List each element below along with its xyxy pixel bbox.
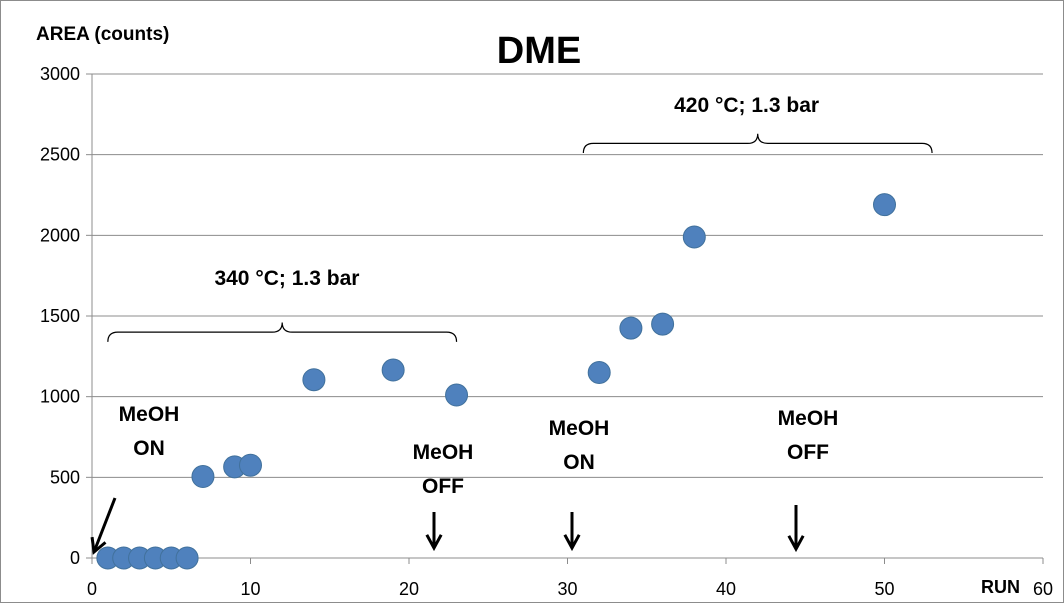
x-tick-label: 10	[240, 579, 260, 599]
annotations: MeOH ON MeOH OFF MeOH ON MeOH OFF	[90, 403, 839, 555]
annotation-text: ON	[133, 437, 165, 460]
data-point	[302, 368, 326, 392]
chart-title: DME	[497, 30, 581, 72]
x-tick-label: 30	[557, 579, 577, 599]
x-axis-label: RUN	[981, 577, 1020, 597]
y-tick-label: 3000	[40, 64, 80, 84]
arrow-head	[425, 534, 443, 552]
data-point	[619, 316, 643, 340]
y-tick-label: 1000	[40, 387, 80, 407]
y-tick-label: 1500	[40, 306, 80, 326]
arrow-head	[90, 536, 107, 555]
arrow-head	[563, 534, 581, 552]
axes	[86, 73, 1044, 564]
y-tick-label: 2500	[40, 145, 80, 165]
annotation-text: OFF	[787, 441, 829, 464]
condition-label: 420 °C; 1.3 bar	[674, 94, 819, 117]
y-axis-label: AREA (counts)	[36, 24, 169, 45]
y-tick-label: 500	[50, 467, 80, 487]
annotation-text: MeOH	[549, 417, 610, 440]
data-point	[587, 360, 611, 384]
curly-brace	[582, 133, 933, 154]
arrow-shaft	[92, 497, 117, 553]
data-point	[873, 193, 896, 217]
condition-brackets: 340 °C; 1.3 bar 420 °C; 1.3 bar	[107, 94, 933, 342]
annotation-text: MeOH	[119, 403, 180, 426]
y-tick-label: 0	[70, 548, 80, 568]
annotation-text: MeOH	[413, 441, 474, 464]
gridlines	[92, 73, 1043, 478]
y-tick-label: 2000	[40, 225, 80, 245]
x-tick-label: 40	[716, 579, 736, 599]
data-point	[682, 225, 706, 249]
data-points	[96, 193, 896, 570]
annotation-text: OFF	[422, 475, 464, 498]
data-point	[175, 546, 199, 570]
data-point	[651, 312, 675, 336]
tick-labels: 0 500 1000 1500 2000 2500 3000 0 10 20 30 40 50 60	[40, 64, 1053, 599]
x-tick-label: 50	[874, 579, 894, 599]
x-tick-label: 20	[399, 579, 419, 599]
condition-label: 340 °C; 1.3 bar	[214, 267, 359, 290]
x-tick-label: 0	[87, 579, 97, 599]
curly-brace	[107, 322, 458, 342]
data-point	[239, 453, 262, 477]
data-point	[445, 383, 469, 407]
arrow-head	[787, 535, 805, 553]
data-point	[381, 358, 405, 382]
annotation-text: ON	[563, 451, 595, 474]
annotation-text: MeOH	[778, 407, 839, 430]
data-point	[191, 465, 215, 489]
x-tick-label: 60	[1033, 579, 1053, 599]
